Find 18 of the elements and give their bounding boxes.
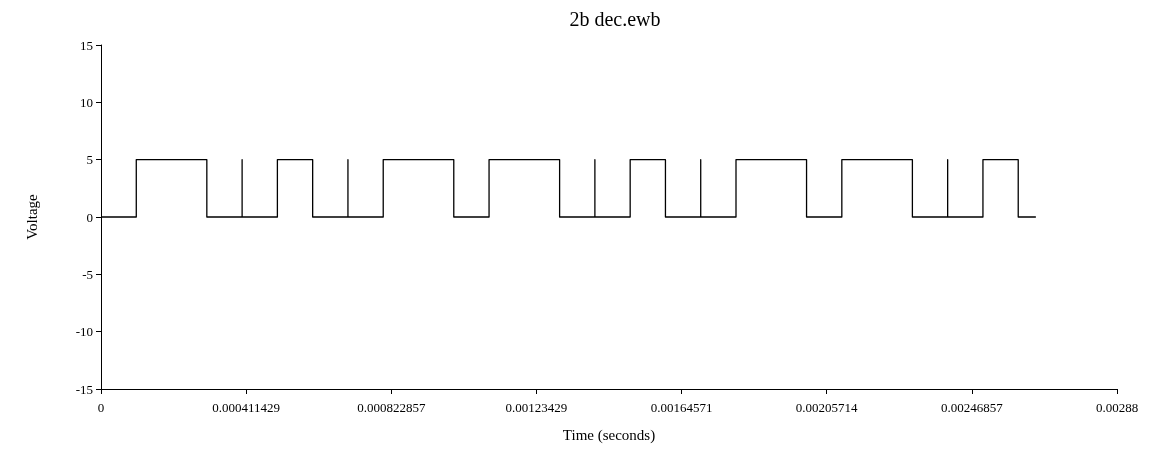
x-axis-title: Time (seconds) [562,426,656,444]
y-axis-title: Voltage [23,193,40,240]
x-tick-label: 0.00164571 [650,400,713,415]
y-tick-label: 5 [86,152,93,168]
x-tick-label: 0.00288 [1095,400,1139,415]
y-tick-label: -5 [82,266,93,282]
y-tick-label: 10 [80,94,93,110]
y-tick-label: 15 [80,37,93,53]
x-tick-label: 0.00205714 [795,400,859,415]
y-tick-label: 0 [86,209,93,225]
x-tick-label: 0.000411429 [212,400,281,415]
chart-title: 2b dec.ewb [569,8,661,30]
x-tick-label: 0.00123429 [505,400,568,415]
y-tick-label: -10 [75,324,93,340]
x-tick-label: 0.000822857 [357,400,426,415]
x-tick-label: 0.00246857 [940,400,1004,415]
y-tick-label: -15 [75,381,93,397]
x-tick-label: 0 [97,400,105,415]
